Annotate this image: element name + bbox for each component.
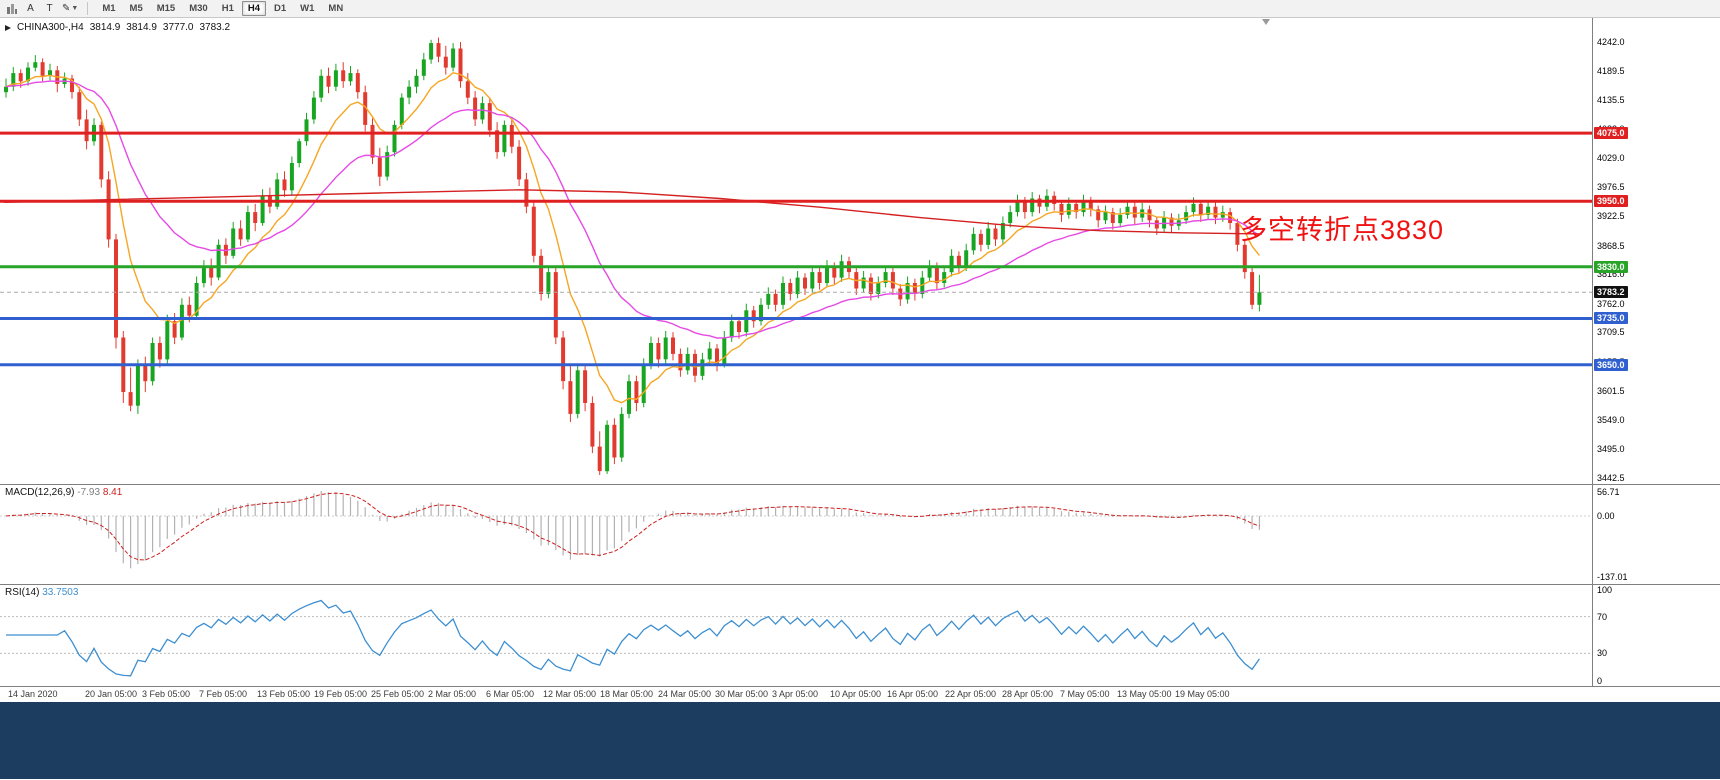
timeframe-button-h1[interactable]: H1 <box>221 3 234 14</box>
timeframe-group: M1 M5 M15 M30 H1 H4 D1 W1 MN <box>95 1 350 16</box>
chart-area[interactable]: CHINA300-,H4 3814.9 3814.9 3777.0 3783.2… <box>0 18 1592 484</box>
chart-type-icon[interactable] <box>3 1 20 16</box>
price-axis-label: 3922.5 <box>1597 211 1625 221</box>
time-axis-label: 25 Feb 05:00 <box>371 689 425 699</box>
chart-annotation-text: 多空转折点3830 <box>1240 215 1445 245</box>
time-axis-label: 14 Jan 2020 <box>8 689 58 699</box>
ohlc-low: 3777.0 <box>162 22 194 33</box>
bar-chart-icon <box>6 3 17 14</box>
macd-axis-label: 56.71 <box>1597 487 1620 497</box>
rsi-value: 33.7503 <box>42 587 79 598</box>
timeframe-button-h4[interactable]: H4 <box>241 1 267 16</box>
time-axis-label: 3 Apr 05:00 <box>772 689 819 699</box>
macd-axis-label: -137.01 <box>1597 572 1628 582</box>
time-axis-label: 24 Mar 05:00 <box>658 689 712 699</box>
macd-label: MACD(12,26,9) -7.93 8.41 <box>5 487 122 498</box>
time-axis-label: 18 Mar 05:00 <box>600 689 654 699</box>
timeframe-button-m30[interactable]: M30 <box>189 3 208 14</box>
macd-axis-label: 0.00 <box>1597 511 1615 521</box>
ohlc-open: 3814.9 <box>89 22 121 33</box>
rsi-chart <box>0 599 1592 677</box>
rsi-label: RSI(14) 33.7503 <box>5 587 78 598</box>
timeframe-button-m5[interactable]: M5 <box>129 3 143 14</box>
price-badge: 3830.0 <box>1594 261 1628 273</box>
rsi-axis: 100 70 30 0 <box>1592 585 1720 686</box>
price-axis-label: 3601.5 <box>1597 386 1625 396</box>
time-axis-label: 19 Feb 05:00 <box>314 689 368 699</box>
time-axis[interactable]: 14 Jan 2020 20 Jan 05:00 3 Feb 05:00 7 Feb … <box>0 686 1720 702</box>
timeframe-button-w1[interactable]: W1 <box>300 3 315 14</box>
main-chart-panel: CHINA300-,H4 3814.9 3814.9 3777.0 3783.2… <box>0 18 1720 484</box>
symbol-arrow-icon <box>5 24 11 31</box>
time-axis-label: 22 Apr 05:00 <box>945 689 997 699</box>
price-axis[interactable]: 4242.04189.54135.54082.04029.03976.53922… <box>1592 18 1720 484</box>
rsi-axis-label: 30 <box>1597 648 1608 658</box>
price-badge: 4075.0 <box>1594 127 1628 139</box>
toolbar: A T ✎ ▼ M1 M5 M15 M30 H1 H4 D1 W1 MN <box>0 0 1720 18</box>
price-axis-label: 4189.5 <box>1597 66 1625 76</box>
price-axis-label: 3868.5 <box>1597 241 1625 251</box>
time-axis-label: 30 Mar 05:00 <box>715 689 769 699</box>
price-axis-label: 3549.0 <box>1597 415 1625 425</box>
time-axis-label: 6 Mar 05:00 <box>486 689 535 699</box>
time-axis-label: 28 Apr 05:00 <box>1002 689 1054 699</box>
macd-plot: MACD(12,26,9) -7.93 8.41 <box>0 485 1592 584</box>
rsi-axis-label: 0 <box>1597 676 1603 686</box>
price-axis-label: 3495.0 <box>1597 444 1625 454</box>
time-axis-label: 2 Mar 05:00 <box>428 689 477 699</box>
macd-signal-value: 8.41 <box>102 487 123 498</box>
price-badge: 3650.0 <box>1594 359 1628 371</box>
bottom-bar <box>0 702 1720 779</box>
price-axis-label: 4242.0 <box>1597 37 1625 47</box>
price-axis-label: 3762.0 <box>1597 299 1625 309</box>
draw-tool-button[interactable]: ✎ ▼ <box>60 1 80 16</box>
price-axis-label: 4029.0 <box>1597 153 1625 163</box>
time-axis-label: 10 Apr 05:00 <box>830 689 882 699</box>
time-axis-label: 13 Feb 05:00 <box>257 689 311 699</box>
price-badge: 3950.0 <box>1594 195 1628 207</box>
symbol-name: CHINA300-,H4 <box>17 22 84 33</box>
time-axis-label: 19 May 05:00 <box>1175 689 1230 699</box>
time-axis-label: 13 May 05:00 <box>1117 689 1172 699</box>
macd-panel: MACD(12,26,9) -7.93 8.41 56.71 0.00 -137.0… <box>0 484 1720 584</box>
rsi-panel: RSI(14) 33.7503 100 70 30 0 <box>0 584 1720 686</box>
timeframe-button-d1[interactable]: D1 <box>274 3 287 14</box>
price-badge: 3735.0 <box>1594 312 1628 324</box>
ohlc-close: 3783.2 <box>199 22 231 33</box>
price-axis-label: 3976.5 <box>1597 182 1625 192</box>
price-axis-label: 3442.5 <box>1597 473 1625 483</box>
price-badge: 3783.2 <box>1594 286 1628 298</box>
rsi-axis-label: 100 <box>1597 585 1613 595</box>
symbol-header: CHINA300-,H4 3814.9 3814.9 3777.0 3783.2 <box>5 22 230 33</box>
timeframe-button-m1[interactable]: M1 <box>102 3 116 14</box>
price-axis-label: 3816.0 <box>1597 269 1625 279</box>
candlestick-chart <box>0 37 1592 475</box>
price-axis-label: 3709.5 <box>1597 327 1625 337</box>
macd-main-value: -7.93 <box>77 487 101 498</box>
chevron-down-icon: ▼ <box>71 5 79 12</box>
macd-chart <box>0 491 1592 569</box>
time-axis-label: 7 May 05:00 <box>1060 689 1110 699</box>
time-axis-label: 16 Apr 05:00 <box>887 689 939 699</box>
macd-axis: 56.71 0.00 -137.01 <box>1592 485 1720 584</box>
rsi-axis-label: 70 <box>1597 612 1608 622</box>
text-tool-button[interactable]: T <box>46 3 53 14</box>
time-axis-label: 3 Feb 05:00 <box>142 689 191 699</box>
toolbar-separator <box>87 2 89 15</box>
rsi-name: RSI(14) <box>5 587 40 598</box>
timeframe-button-m15[interactable]: M15 <box>156 3 176 14</box>
ohlc-high: 3814.9 <box>126 22 157 33</box>
time-axis-label: 7 Feb 05:00 <box>199 689 248 699</box>
chart-shift-marker[interactable] <box>1262 19 1270 25</box>
time-axis-label: 20 Jan 05:00 <box>85 689 138 699</box>
arrow-tool-button[interactable]: A <box>27 3 34 14</box>
time-axis-label: 12 Mar 05:00 <box>543 689 597 699</box>
timeframe-button-mn[interactable]: MN <box>328 3 344 14</box>
macd-name: MACD(12,26,9) <box>5 487 75 498</box>
price-axis-label: 4135.5 <box>1597 95 1625 105</box>
rsi-plot: RSI(14) 33.7503 <box>0 585 1592 686</box>
pencil-icon: ✎ <box>62 3 71 14</box>
